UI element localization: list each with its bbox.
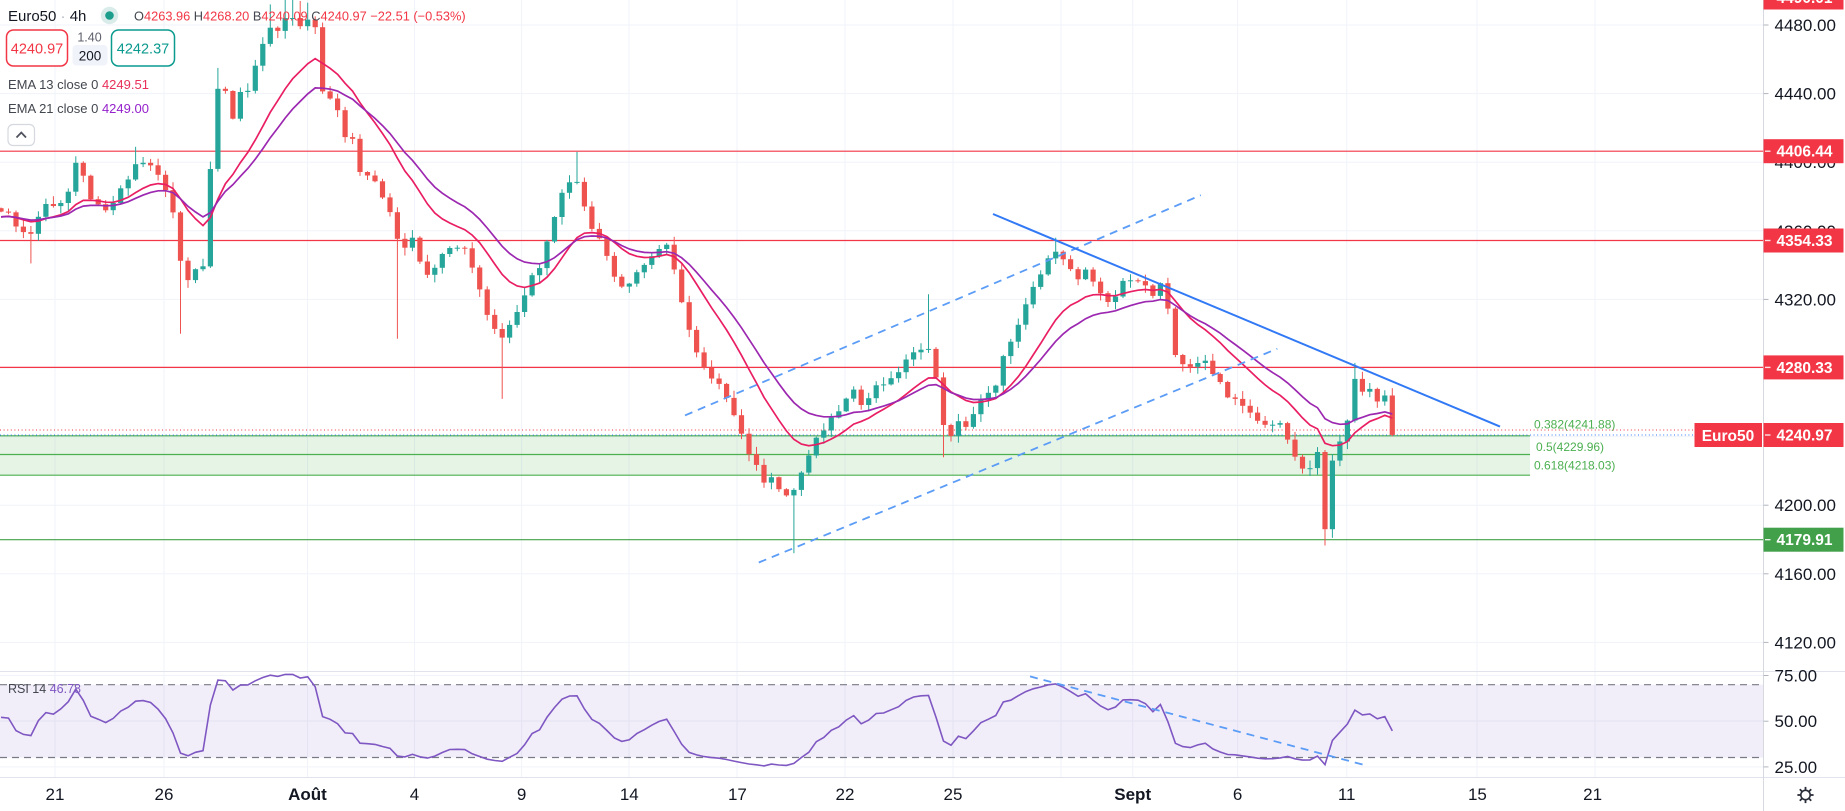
svg-text:4490.01: 4490.01 — [1776, 0, 1832, 7]
svg-text:4179.91: 4179.91 — [1776, 532, 1832, 549]
svg-text:4200.00: 4200.00 — [1775, 496, 1836, 515]
svg-text:4160.00: 4160.00 — [1775, 565, 1836, 584]
svg-text:Euro50 · 4h: Euro50 · 4h — [8, 8, 86, 25]
svg-text:25.00: 25.00 — [1775, 758, 1818, 777]
svg-text:O4263.96 H4268.20 B4240.09 C42: O4263.96 H4268.20 B4240.09 C4240.97 −22.… — [134, 9, 466, 24]
svg-text:RSI 14 46.78: RSI 14 46.78 — [8, 682, 81, 696]
svg-text:15: 15 — [1468, 785, 1487, 804]
svg-text:0.618(4218.03): 0.618(4218.03) — [1534, 459, 1615, 473]
svg-text:4120.00: 4120.00 — [1775, 633, 1836, 652]
svg-text:4440.00: 4440.00 — [1775, 85, 1836, 104]
svg-text:21: 21 — [46, 785, 65, 804]
svg-text:11: 11 — [1338, 785, 1356, 804]
svg-text:6: 6 — [1233, 785, 1242, 804]
svg-text:Août: Août — [288, 785, 327, 804]
svg-text:25: 25 — [944, 785, 963, 804]
svg-text:22: 22 — [836, 785, 855, 804]
svg-text:200: 200 — [79, 49, 102, 64]
svg-text:14: 14 — [620, 785, 639, 804]
svg-text:0.5(4229.96): 0.5(4229.96) — [1536, 440, 1604, 454]
svg-text:4320.00: 4320.00 — [1775, 290, 1836, 309]
svg-text:26: 26 — [155, 785, 174, 804]
svg-text:4240.97: 4240.97 — [11, 42, 63, 58]
svg-text:4280.33: 4280.33 — [1776, 360, 1832, 377]
svg-text:4406.44: 4406.44 — [1776, 144, 1832, 161]
svg-text:0.382(4241.88): 0.382(4241.88) — [1534, 418, 1615, 432]
svg-text:4: 4 — [410, 785, 419, 804]
svg-text:9: 9 — [517, 785, 526, 804]
svg-text:50.00: 50.00 — [1775, 712, 1818, 731]
svg-text:17: 17 — [728, 785, 747, 804]
svg-text:1.40: 1.40 — [77, 31, 101, 45]
svg-text:EMA 21 close 0 4249.00: EMA 21 close 0 4249.00 — [8, 101, 149, 116]
svg-text:4242.37: 4242.37 — [117, 42, 169, 58]
svg-text:21: 21 — [1583, 785, 1602, 804]
svg-text:75.00: 75.00 — [1775, 667, 1818, 686]
svg-text:Sept: Sept — [1114, 785, 1151, 804]
svg-text:EMA 13 close 0 4249.51: EMA 13 close 0 4249.51 — [8, 77, 149, 92]
svg-text:4354.33: 4354.33 — [1776, 233, 1832, 250]
svg-text:4240.97: 4240.97 — [1776, 428, 1832, 445]
svg-text:Euro50: Euro50 — [1702, 428, 1755, 445]
svg-text:4480.00: 4480.00 — [1775, 16, 1836, 35]
